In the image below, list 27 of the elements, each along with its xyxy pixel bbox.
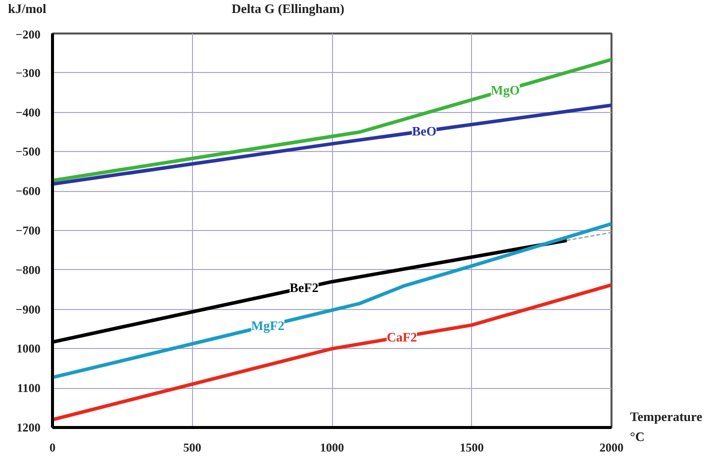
x-tick-label: 1000 — [320, 440, 344, 454]
annotation: BeO — [412, 124, 437, 139]
x-tick-label: 1500 — [460, 440, 484, 454]
line-series — [52, 283, 612, 422]
y-tick-label: 1000 — [16, 342, 40, 356]
chart-title: Delta G (Ellingham) — [232, 0, 344, 18]
y-axis-title: kJ/mol — [8, 0, 46, 18]
y-tick-label: −700 — [16, 224, 41, 238]
y-tick-label: −500 — [16, 144, 41, 159]
x-axis-title: Temperature — [630, 408, 702, 426]
annotation: CaF2 — [386, 329, 418, 344]
y-tick-label: −800 — [16, 262, 41, 277]
y-tick-label: −200 — [16, 28, 41, 42]
text: °C — [630, 428, 645, 446]
y-tick-label: −400 — [16, 105, 41, 120]
y-tick-label: −300 — [16, 66, 41, 80]
y-tick-label: −600 — [16, 184, 41, 198]
x-tick-label: 500 — [183, 440, 202, 454]
x-tick-label: 0 — [50, 440, 56, 454]
y-tick-label: 1100 — [17, 381, 41, 396]
y-tick-label: 1200 — [16, 420, 40, 434]
annotation: MgO — [490, 82, 520, 98]
x-tick-label: 2000 — [600, 440, 624, 454]
line-series — [52, 222, 612, 380]
y-tick-label: −900 — [16, 302, 41, 316]
annotation: MgF2 — [251, 318, 284, 333]
annotation: BeF2 — [290, 280, 318, 296]
